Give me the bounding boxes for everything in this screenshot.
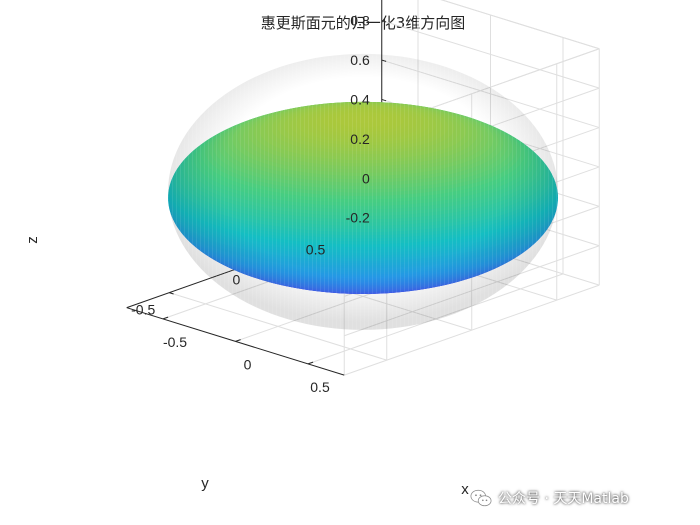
z-axis-label: z: [24, 236, 41, 244]
x-tick-mark: [235, 339, 241, 342]
y-tick-label: 0.5: [306, 242, 326, 258]
y-tick-label: -0.5: [131, 302, 155, 318]
x-tick-mark: [307, 361, 314, 365]
z-tick-label: 0.8: [350, 13, 370, 29]
y-axis-label: y: [201, 475, 209, 492]
tick-labels: -0.500.5-0.500.5-0.200.20.40.60.81: [131, 13, 370, 395]
watermark-text: 公众号 · 天天Matlab: [498, 491, 629, 507]
z-tick-label: 0: [362, 170, 370, 186]
z-tick-mark: [381, 20, 387, 23]
x-axis-label: x: [461, 481, 469, 498]
z-tick-label: 0.4: [350, 91, 370, 107]
surface-plot: [168, 53, 558, 330]
x-tick-label: -0.5: [163, 334, 187, 350]
x-tick-label: 0.5: [310, 379, 330, 395]
z-tick-label: 0.2: [350, 131, 370, 147]
chart-title: 惠更斯面元的归一化3维方向图: [261, 14, 466, 32]
z-tick-label: 0.6: [350, 52, 370, 68]
x-tick-label: 0: [244, 356, 252, 372]
z-tick-label: -0.2: [346, 210, 370, 226]
y-tick-label: 0: [232, 272, 240, 288]
grid-edge: [440, 0, 600, 50]
wechat-icon: [470, 489, 492, 507]
x-tick-mark: [162, 316, 169, 320]
surface-mesh: [168, 53, 558, 330]
watermark: 公众号 · 天天Matlab: [470, 484, 695, 512]
y-tick-mark: [169, 292, 174, 295]
